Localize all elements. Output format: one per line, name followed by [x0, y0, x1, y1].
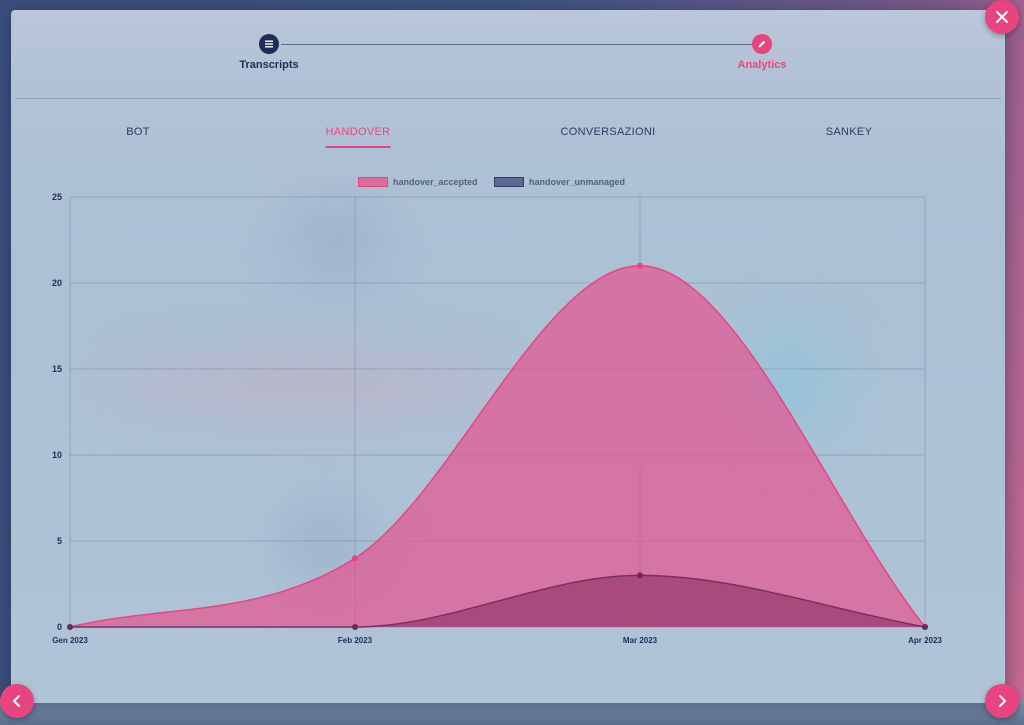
- legend-item-unmanaged[interactable]: handover_unmanaged: [494, 177, 625, 187]
- point-handover_unmanaged: [922, 624, 928, 630]
- line-handover_unmanaged: [70, 574, 926, 628]
- handover-area-chart: 0 5 10 15 20 25 Gen 2023 Feb 2023 Mar 2023 Apr 20…: [52, 192, 942, 645]
- analytics-tabs: BOT HANDOVER CONVERSAZIONI SANKEY: [15, 118, 1001, 154]
- line-handover_accepted: [69, 265, 926, 628]
- y-tick-label: 5: [57, 536, 62, 546]
- y-tick-label: 15: [52, 364, 62, 374]
- x-tick-label: Apr 2023: [908, 636, 942, 645]
- x-tick-label: Feb 2023: [338, 636, 373, 645]
- tab-conversazioni[interactable]: CONVERSAZIONI: [560, 126, 656, 138]
- step-label: Analytics: [737, 59, 787, 71]
- tab-sankey[interactable]: SANKEY: [825, 126, 873, 138]
- close-button[interactable]: [985, 0, 1019, 34]
- legend-label: handover_unmanaged: [529, 177, 626, 187]
- next-button[interactable]: [985, 684, 1019, 718]
- area-handover_accepted: [70, 265, 925, 627]
- legend-item-accepted[interactable]: handover_accepted: [358, 177, 478, 187]
- pencil-icon: [752, 34, 772, 54]
- point-handover_unmanaged: [637, 572, 643, 579]
- modal-body: Transcripts Analytics BOT HANDOVER CONVE…: [15, 10, 1001, 699]
- point-handover_unmanaged: [352, 624, 358, 630]
- legend-label: handover_accepted: [393, 177, 478, 187]
- point-handover_accepted: [352, 555, 358, 562]
- y-tick-label: 10: [52, 450, 62, 460]
- stepper: Transcripts Analytics: [15, 10, 1001, 99]
- y-tick-label: 0: [57, 622, 62, 632]
- close-icon: [996, 11, 1008, 23]
- point-handover_accepted: [637, 262, 643, 269]
- step-transcripts[interactable]: Transcripts: [209, 34, 329, 71]
- prev-button[interactable]: [0, 684, 34, 718]
- chart-legend: handover_accepted handover_unmanaged: [15, 177, 1001, 191]
- tab-bot[interactable]: BOT: [126, 126, 150, 138]
- x-tick-label: Mar 2023: [623, 636, 658, 645]
- stepper-line: [281, 44, 763, 45]
- legend-swatch: [358, 177, 388, 187]
- legend-swatch: [494, 177, 524, 187]
- tab-handover[interactable]: HANDOVER: [325, 126, 391, 148]
- step-analytics[interactable]: Analytics: [702, 34, 822, 71]
- analytics-modal: Transcripts Analytics BOT HANDOVER CONVE…: [11, 10, 1005, 703]
- chevron-right-icon: [999, 695, 1006, 707]
- y-tick-label: 25: [52, 192, 62, 202]
- y-tick-label: 20: [52, 278, 62, 288]
- chevron-left-icon: [13, 695, 20, 707]
- step-label: Transcripts: [239, 59, 299, 71]
- x-tick-label: Gen 2023: [52, 636, 88, 645]
- point-handover_unmanaged: [67, 624, 73, 630]
- background-strip: [0, 699, 1024, 725]
- list-icon: [259, 34, 279, 54]
